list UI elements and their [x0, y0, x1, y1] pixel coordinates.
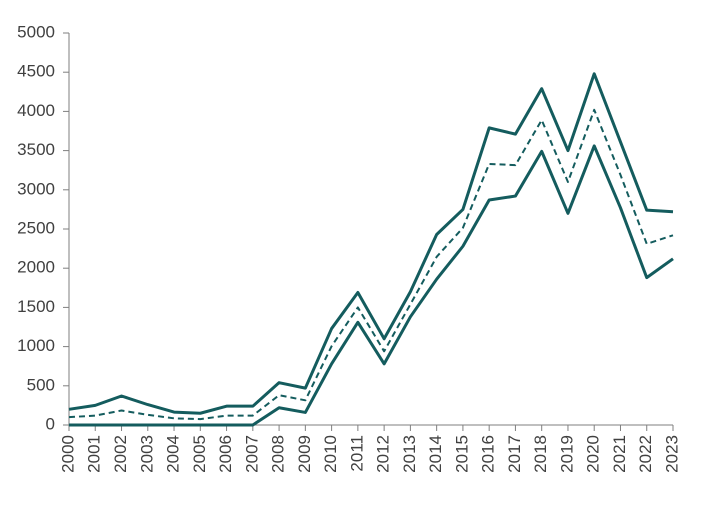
x-tick-label: 2023	[662, 435, 681, 473]
x-tick-label: 2012	[374, 435, 393, 473]
x-tick-label: 2004	[164, 435, 183, 473]
y-tick-label: 2500	[17, 218, 55, 237]
y-tick-label: 0	[46, 414, 55, 433]
x-tick-label: 2021	[610, 435, 629, 473]
y-tick-label: 500	[27, 375, 55, 394]
series-line	[69, 144, 674, 427]
x-tick-label: 2022	[636, 435, 655, 473]
x-tick-label: 2006	[216, 435, 235, 473]
y-tick-label: 3000	[17, 179, 55, 198]
y-tick-label: 3500	[17, 140, 55, 159]
x-tick-label: 2009	[295, 435, 314, 473]
x-tick-label: 2014	[426, 435, 445, 473]
x-tick-label: 2005	[190, 435, 209, 473]
series-line	[68, 108, 674, 421]
x-tick-label: 2018	[531, 435, 550, 473]
x-tick-label: 2001	[85, 435, 104, 473]
x-tick-label: 2019	[557, 435, 576, 473]
y-tick-label: 5000	[17, 22, 55, 41]
x-tick-label: 2020	[584, 435, 603, 473]
x-tick-label: 2013	[400, 435, 419, 473]
y-tick-label: 1500	[17, 297, 55, 316]
x-tick-label: 2017	[505, 435, 524, 473]
y-tick-label: 4000	[17, 101, 55, 120]
x-tick-label: 2007	[242, 435, 261, 473]
x-tick-label: 2016	[479, 435, 498, 473]
x-tick-label: 2008	[269, 435, 288, 473]
x-tick-label: 2003	[137, 435, 156, 473]
y-tick-label: 1000	[17, 336, 55, 355]
x-tick-label: 2000	[58, 435, 77, 473]
x-tick-label: 2011	[347, 435, 366, 472]
series-line	[68, 72, 674, 415]
x-tick-label: 2010	[321, 435, 340, 473]
x-tick-label: 2015	[452, 435, 471, 473]
y-tick-label: 2000	[17, 258, 55, 277]
y-tick-label: 4500	[17, 62, 55, 81]
x-tick-label: 2002	[111, 435, 130, 473]
